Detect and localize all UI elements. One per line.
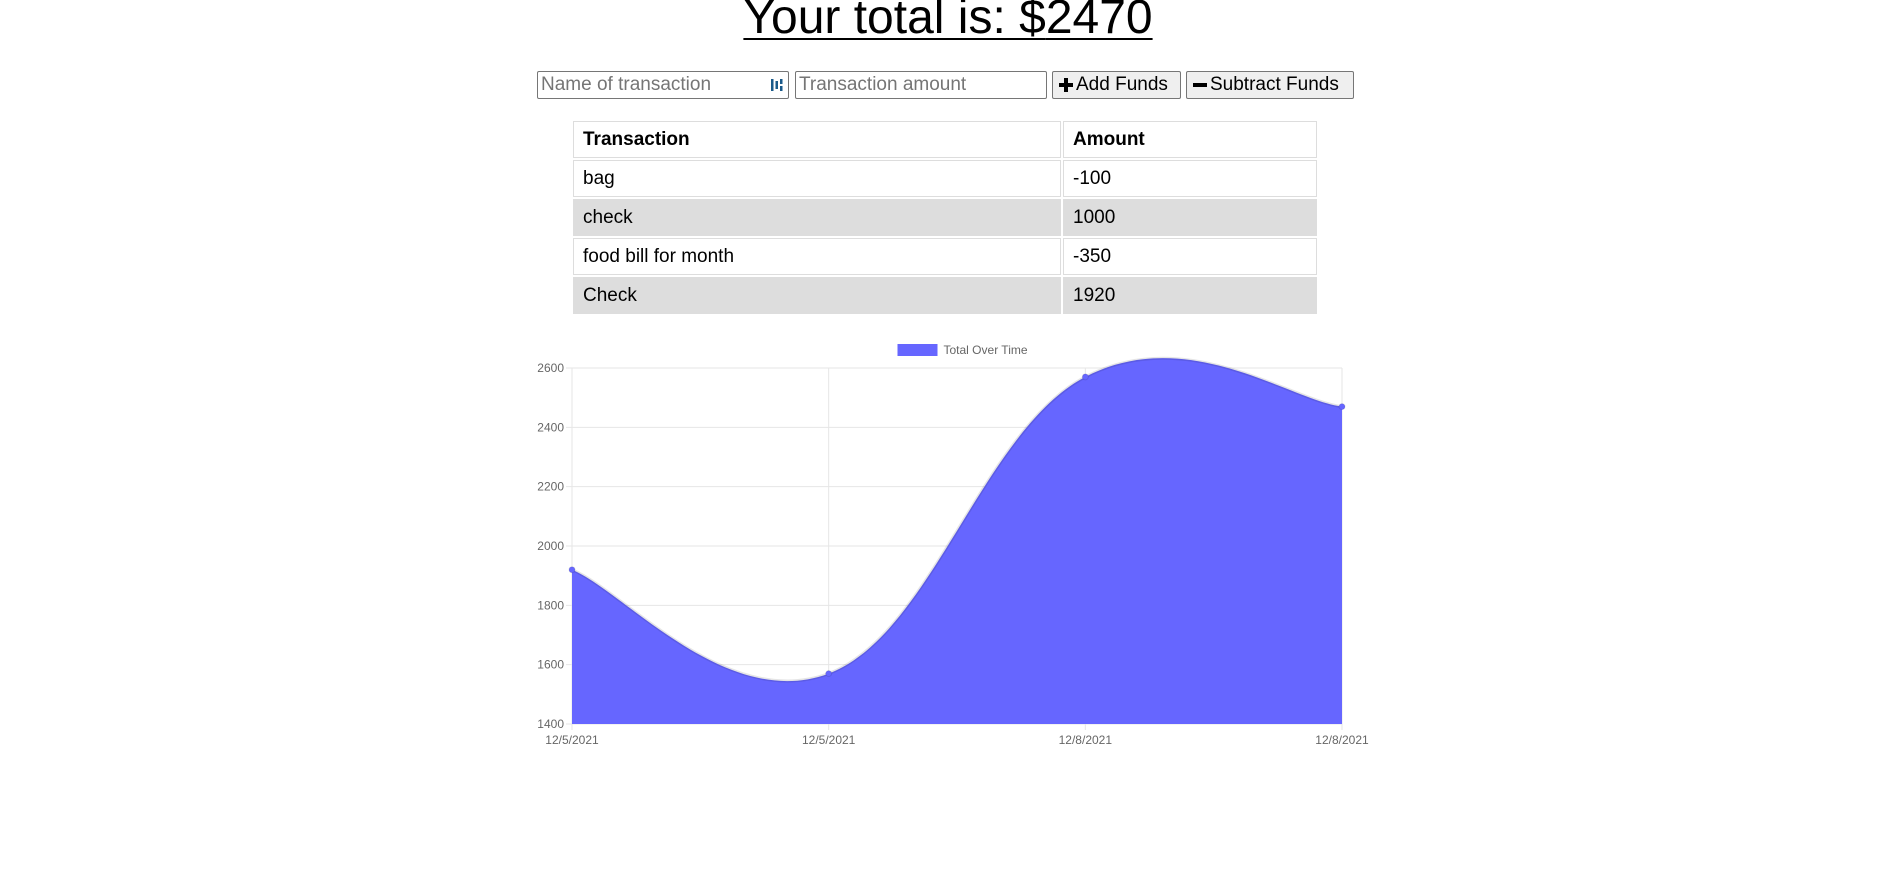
column-header-amount: Amount — [1063, 121, 1317, 158]
total-over-time-chart: 2600 2400 2200 2000 1800 1600 1400 12/5/2021 12/… — [520, 332, 1380, 752]
transaction-amount-cell: 1920 — [1063, 277, 1317, 314]
data-point — [825, 670, 833, 678]
minus-icon — [1193, 74, 1207, 96]
table-row: bag -100 — [573, 160, 1317, 197]
legend-swatch — [897, 344, 938, 356]
transaction-name-cell: bag — [573, 160, 1061, 197]
transaction-name-wrap — [537, 71, 789, 99]
transaction-form: Add Funds Subtract Funds — [537, 71, 1354, 99]
y-tick-label: 2400 — [537, 420, 564, 434]
data-point — [1338, 403, 1346, 411]
subtract-funds-label: Subtract Funds — [1210, 74, 1339, 95]
chart-area-series — [571, 356, 1343, 724]
subtract-funds-button[interactable]: Subtract Funds — [1186, 71, 1354, 99]
series-area-fill — [572, 358, 1342, 724]
total-value: 2470 — [1045, 0, 1153, 44]
autofill-key-icon[interactable] — [771, 78, 784, 92]
y-tick-label: 2200 — [537, 480, 564, 494]
transactions-table: Transaction Amount bag -100 check 1000 f… — [571, 119, 1319, 316]
transaction-name-cell: check — [573, 199, 1061, 236]
transaction-name-cell: Check — [573, 277, 1061, 314]
chart-legend[interactable]: Total Over Time — [897, 343, 1028, 357]
transaction-amount-input[interactable] — [795, 71, 1047, 99]
add-funds-label: Add Funds — [1076, 74, 1168, 95]
y-tick-label: 2000 — [537, 539, 564, 553]
total-heading: Your total is: $2470 — [0, 0, 1896, 50]
transaction-amount-cell: -100 — [1063, 160, 1317, 197]
plus-icon — [1059, 74, 1073, 96]
y-tick-label: 1400 — [537, 717, 564, 731]
transaction-name-cell: food bill for month — [573, 238, 1061, 275]
transaction-name-input[interactable] — [537, 71, 789, 99]
data-point — [1081, 373, 1089, 381]
data-point — [568, 566, 576, 574]
y-tick-label: 2600 — [537, 361, 564, 375]
add-funds-button[interactable]: Add Funds — [1052, 71, 1181, 99]
x-tick-label: 12/8/2021 — [1059, 733, 1113, 747]
x-tick-label: 12/5/2021 — [545, 733, 599, 747]
series-line — [571, 356, 1343, 683]
total-prefix: Your total is: $ — [743, 0, 1046, 44]
legend-label: Total Over Time — [944, 343, 1028, 357]
chart-canvas: 2600 2400 2200 2000 1800 1600 1400 12/5/2021 12/… — [537, 343, 1369, 747]
transaction-amount-cell: -350 — [1063, 238, 1317, 275]
chart-points — [568, 373, 1346, 678]
y-tick-label: 1800 — [537, 598, 564, 612]
column-header-transaction: Transaction — [573, 121, 1061, 158]
table-row: food bill for month -350 — [573, 238, 1317, 275]
table-header-row: Transaction Amount — [573, 121, 1317, 158]
table-row: Check 1920 — [573, 277, 1317, 314]
x-tick-label: 12/8/2021 — [1315, 733, 1369, 747]
x-tick-label: 12/5/2021 — [802, 733, 856, 747]
chart-axes: 2600 2400 2200 2000 1800 1600 1400 12/5/2021 12/… — [537, 361, 1369, 747]
y-tick-label: 1600 — [537, 658, 564, 672]
transaction-amount-cell: 1000 — [1063, 199, 1317, 236]
table-row: check 1000 — [573, 199, 1317, 236]
